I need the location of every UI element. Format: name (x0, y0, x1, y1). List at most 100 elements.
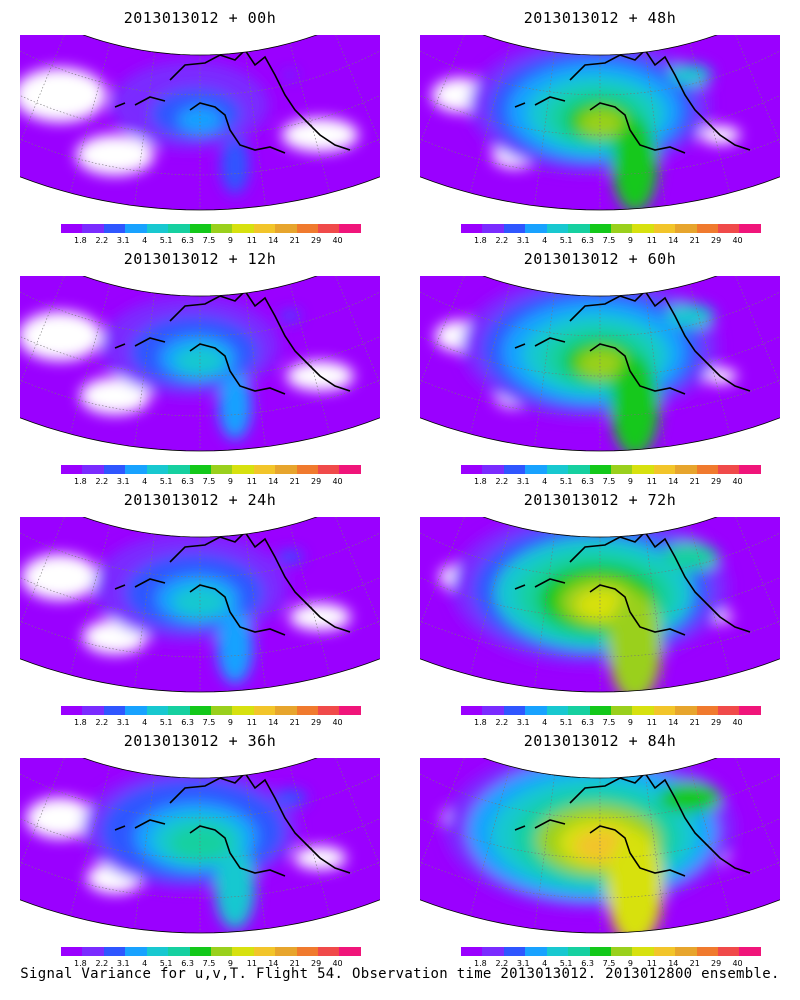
colorbar-tick-label: 21 (289, 718, 300, 727)
graticule (420, 517, 780, 692)
colorbar-tick-label: 2.2 (495, 959, 509, 968)
colorbar-tick-label: 40 (732, 477, 743, 486)
colorbar-swatch (296, 706, 319, 715)
colorbar-swatch (653, 465, 676, 474)
colorbar-tick-label: 2.2 (495, 718, 509, 727)
colorbar-tick-label: 29 (311, 959, 322, 968)
map-border (20, 276, 380, 452)
colorbar (61, 706, 361, 715)
colorbar (61, 465, 361, 474)
colorbar-tick-label: 14 (268, 959, 279, 968)
colorbar-tick-label: 3.1 (516, 959, 530, 968)
graticule (420, 276, 780, 451)
colorbar-swatch (296, 947, 319, 956)
colorbar-swatch (482, 465, 504, 474)
colorbar-tick-label: 6.3 (581, 236, 594, 245)
colorbar-swatch (146, 224, 169, 233)
colorbar-swatch (103, 706, 126, 715)
variance-map (420, 758, 780, 934)
colorbar-tick-label: 40 (732, 236, 743, 245)
colorbar-swatch (232, 706, 254, 715)
colorbar-tick-label: 11 (646, 236, 657, 245)
colorbar-tick-label: 21 (289, 959, 300, 968)
colorbar-tick-label: 7.5 (602, 477, 616, 486)
colorbar-swatch (568, 465, 590, 474)
colorbar-tick-label: 6.3 (581, 477, 594, 486)
colorbar-swatch (739, 706, 761, 715)
map-border (420, 758, 780, 934)
map-border (420, 276, 780, 452)
colorbar-swatch (168, 465, 190, 474)
colorbar-tick-label: 9 (227, 477, 233, 486)
colorbar-tick-label: 7.5 (202, 959, 216, 968)
colorbar-swatch (546, 706, 569, 715)
colorbar (61, 947, 361, 956)
graticule (420, 35, 780, 210)
colorbar-tick-label: 6.3 (181, 959, 194, 968)
coastline (114, 289, 351, 395)
colorbar-swatch (296, 465, 319, 474)
colorbar-tick-label: 14 (268, 477, 279, 486)
colorbar-tick-label: 3.1 (116, 718, 130, 727)
colorbar-swatch (253, 465, 276, 474)
colorbar (461, 465, 761, 474)
colorbar-tick-label: 11 (646, 477, 657, 486)
colorbar-tick-label: 5.1 (159, 236, 173, 245)
coastline (514, 771, 751, 877)
colorbar-tick-label: 21 (689, 236, 700, 245)
colorbar-tick-label: 40 (732, 718, 743, 727)
colorbar-swatch (653, 224, 676, 233)
colorbar-swatch (482, 947, 504, 956)
colorbar-tick-label: 11 (246, 236, 257, 245)
colorbar-swatch (632, 706, 654, 715)
colorbar-tick-label: 21 (689, 718, 700, 727)
colorbar-swatch (210, 465, 233, 474)
colorbar-tick-label: 5.1 (559, 959, 573, 968)
colorbar-tick-label: 4 (142, 959, 148, 968)
graticule (20, 276, 380, 451)
colorbar-swatch (503, 947, 526, 956)
colorbar-swatch (168, 947, 190, 956)
panel-title: 2013013012 + 12h (123, 250, 277, 268)
colorbar-tick-label: 7.5 (202, 236, 216, 245)
colorbar-swatch (232, 224, 254, 233)
colorbar-swatch (339, 465, 361, 474)
coastline (114, 530, 351, 636)
colorbar-swatch (739, 947, 761, 956)
colorbar-tick-label: 2.2 (95, 959, 109, 968)
colorbar-swatch (632, 465, 654, 474)
colorbar-tick-label: 21 (289, 477, 300, 486)
variance-map (20, 35, 380, 211)
colorbar-swatch (525, 947, 547, 956)
colorbar-swatch (318, 706, 340, 715)
colorbar-swatch (61, 465, 83, 474)
colorbar-swatch (503, 706, 526, 715)
colorbar-swatch (461, 947, 483, 956)
colorbar-tick-label: 21 (689, 959, 700, 968)
colorbar-swatch (103, 465, 126, 474)
colorbar-swatch (189, 706, 211, 715)
colorbar-swatch (168, 224, 190, 233)
colorbar-tick-label: 14 (668, 959, 679, 968)
colorbar-swatch (610, 224, 633, 233)
map-border (20, 758, 380, 934)
colorbar-swatch (146, 947, 169, 956)
colorbar-swatch (632, 224, 654, 233)
colorbar-swatch (461, 465, 483, 474)
colorbar-tick-label: 6.3 (181, 236, 194, 245)
colorbar-tick-label: 40 (332, 236, 343, 245)
colorbar-tick-label: 1.8 (474, 477, 487, 486)
colorbar-swatch (739, 465, 761, 474)
graticule (20, 517, 380, 692)
colorbar-ticks: 1.8 2.2 3.1 4 5.1 6.3 7.5 9 11 14 21 29 40 (461, 477, 761, 489)
colorbar-swatch (339, 947, 361, 956)
map-panel: 2013013012 + 12h 1.8 2.2 3.1 4 5.1 6.3 7.5 9 11 14… (0, 243, 400, 493)
colorbar-tick-label: 14 (268, 236, 279, 245)
colorbar-tick-label: 40 (332, 477, 343, 486)
colorbar-swatch (675, 224, 697, 233)
colorbar-tick-label: 11 (246, 718, 257, 727)
coastline (514, 289, 751, 395)
colorbar-tick-label: 1.8 (74, 236, 87, 245)
colorbar-ticks: 1.8 2.2 3.1 4 5.1 6.3 7.5 9 11 14 21 29 40 (61, 718, 361, 730)
colorbar-swatch (210, 947, 233, 956)
